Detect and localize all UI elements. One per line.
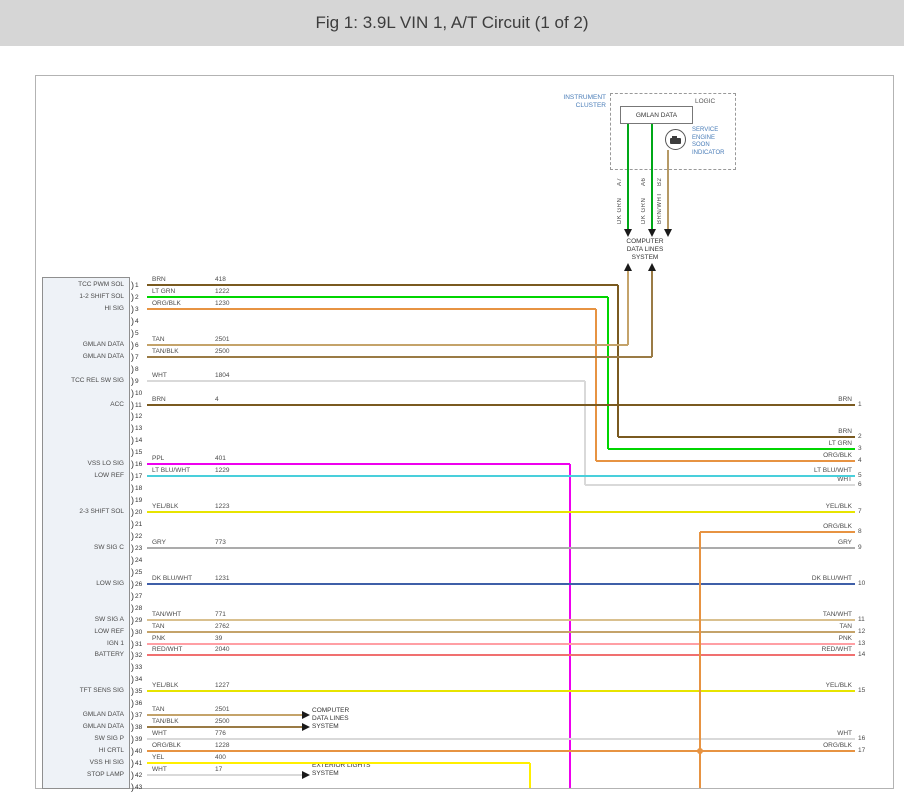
service-engine-soon-indicator-label: SERVICE ENGINE SOON INDICATOR	[692, 127, 725, 156]
title-bar: Fig 1: 3.9L VIN 1, A/T Circuit (1 of 2)	[0, 0, 904, 46]
exterior-lights-system: EXTERIOR LIGHTS SYSTEM	[312, 762, 371, 777]
instrument-cluster-box: LOGIC GMLAN DATA SERVICE ENGINE SOON IND…	[610, 93, 736, 170]
instrument-cluster-label: INSTRUMENT CLUSTER	[563, 94, 606, 109]
logic-label: LOGIC	[695, 98, 716, 105]
engine-icon	[670, 136, 681, 144]
computer-data-lines-system-mid: COMPUTER DATA LINES SYSTEM	[312, 707, 350, 730]
diagram-border	[35, 75, 894, 789]
gmlan-data-box: GMLAN DATA	[620, 106, 693, 124]
computer-data-lines-system-top: COMPUTER DATA LINES SYSTEM	[626, 238, 664, 261]
service-engine-soon-indicator-icon	[665, 129, 686, 150]
transmission-connector-block	[42, 277, 130, 789]
figure-title: Fig 1: 3.9L VIN 1, A/T Circuit (1 of 2)	[315, 13, 589, 32]
